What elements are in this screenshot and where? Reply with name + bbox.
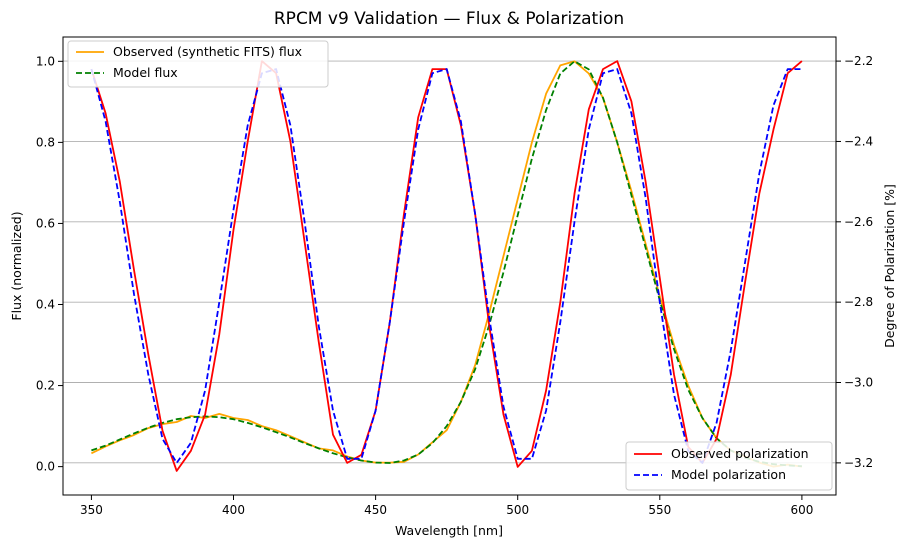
x-tick-label: 450	[364, 503, 387, 517]
x-axis: 350 400 450 500 550 600	[80, 495, 813, 517]
legend-polarization-box	[625, 441, 833, 491]
right-y-axis: −3.2 −3.0 −2.8 −2.6 −2.4 −2.2	[836, 54, 873, 470]
legend-model-flux-label: Model flux	[113, 65, 178, 80]
grid	[63, 60, 836, 464]
right-y-tick-label: −2.6	[844, 215, 873, 229]
right-y-tick-label: −2.4	[844, 134, 873, 148]
legend-observed-polarization-label: Observed polarization	[671, 446, 809, 461]
legend-flux: Observed (synthetic FITS) flux Model flu…	[67, 40, 329, 88]
right-y-tick-label: −3.0	[844, 376, 873, 390]
left-y-axis: 0.0 0.2 0.4 0.6 0.8 1.0	[36, 54, 63, 474]
left-y-tick-label: 1.0	[36, 54, 55, 68]
left-y-tick-label: 0.2	[36, 379, 55, 393]
x-tick-label: 350	[80, 503, 103, 517]
legend-model-polarization-label: Model polarization	[671, 467, 786, 482]
legend-flux-box	[67, 40, 329, 88]
x-tick-label: 500	[506, 503, 529, 517]
series-observed-synthetic-fits-flux-line	[91, 60, 803, 468]
left-y-tick-label: 0.0	[36, 460, 55, 474]
series-model-polarization-line	[90, 68, 802, 464]
left-y-axis-label: Flux (normalized)	[9, 211, 24, 320]
left-y-tick-label: 0.8	[36, 135, 55, 149]
right-y-axis-label: Degree of Polarization [%]	[882, 184, 897, 348]
x-tick-label: 550	[648, 503, 671, 517]
left-y-tick-label: 0.4	[36, 298, 55, 312]
x-tick-label: 600	[790, 503, 813, 517]
left-y-tick-label: 0.6	[36, 216, 55, 230]
x-tick-label: 400	[222, 503, 245, 517]
right-y-tick-label: −3.2	[844, 456, 873, 470]
chart-title: RPCM v9 Validation — Flux & Polarization	[274, 9, 624, 29]
right-y-tick-label: −2.8	[844, 295, 873, 309]
legend-polarization: Observed polarization Model polarization	[625, 441, 833, 491]
series-model-flux-line	[91, 60, 802, 468]
legend-observed-flux-label: Observed (synthetic FITS) flux	[113, 44, 302, 59]
right-y-tick-label: −2.2	[844, 54, 873, 68]
series-layer	[90, 60, 803, 472]
plot-frame	[62, 36, 837, 496]
x-axis-label: Wavelength [nm]	[395, 523, 503, 538]
